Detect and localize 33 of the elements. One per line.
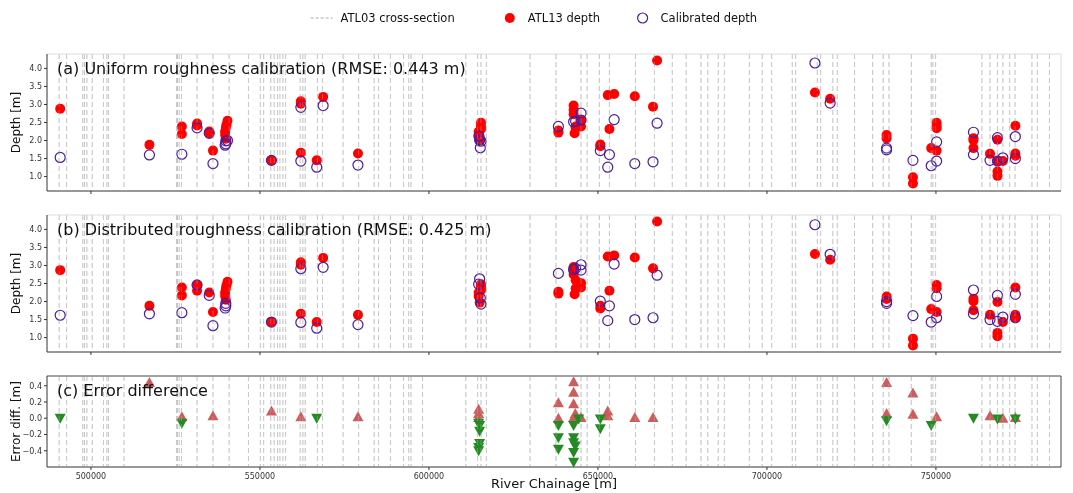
y-tick-label: 4.0	[29, 64, 42, 74]
x-tick-label: 700000	[751, 472, 783, 481]
x-tick-label: 550000	[244, 472, 276, 481]
y-tick-label: 2.5	[29, 279, 42, 289]
y-tick-label: 1.5	[29, 154, 42, 164]
y-tick-label: 3.5	[29, 243, 42, 253]
legend-label: ATL03 cross-section	[340, 11, 455, 26]
y-tick-label: 1.0	[29, 333, 42, 343]
y-tick-label: 0.4	[29, 381, 42, 391]
y-tick-label: 2.5	[29, 118, 42, 128]
y-axis-title: Depth [m]	[9, 252, 23, 315]
y-axis-title: Error diff. [m]	[9, 381, 23, 462]
chart-title: (b) Distributed roughness calibration (RMSE: 0.425 m)	[57, 220, 492, 239]
x-tick-label: 500000	[75, 472, 107, 481]
y-tick-label: 0.0	[29, 414, 42, 424]
y-tick-label: −0.2	[22, 430, 42, 440]
legend-label: ATL13 depth	[527, 11, 600, 26]
y-tick-label: 3.0	[29, 261, 42, 271]
y-tick-label: 3.0	[29, 100, 42, 110]
y-tick-label: 1.5	[29, 315, 42, 325]
chart-title: (c) Error difference	[57, 381, 208, 400]
y-tick-label: 4.0	[29, 225, 42, 235]
chart-title: (a) Uniform roughness calibration (RMSE: 0.443 m)	[57, 59, 466, 78]
y-tick-label: 2.0	[29, 136, 42, 146]
y-tick-label: 0.2	[29, 397, 42, 407]
legend-label: Calibrated depth	[660, 11, 758, 26]
y-tick-label: 1.0	[29, 172, 42, 182]
y-axis-title: Depth [m]	[9, 91, 23, 154]
y-tick-label: 2.0	[29, 297, 42, 307]
y-tick-label: −0.4	[22, 446, 42, 456]
x-tick-label: 750000	[920, 472, 952, 481]
x-tick-label: 600000	[413, 472, 445, 481]
y-tick-label: 3.5	[29, 82, 42, 92]
